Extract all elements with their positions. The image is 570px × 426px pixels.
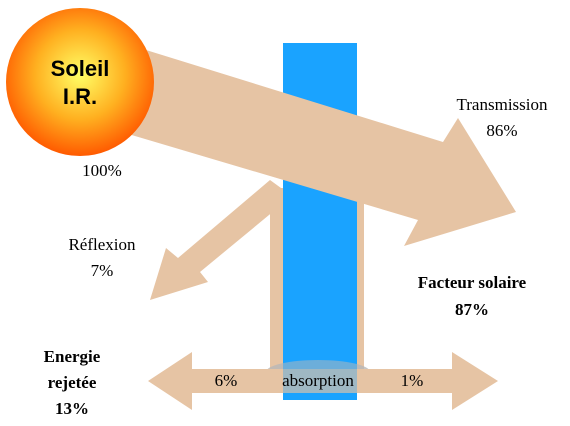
rejected-percent: 13% [55, 399, 89, 418]
rejected-label: rejetée [48, 373, 97, 392]
reflection-label: Réflexion [68, 235, 136, 254]
absorption-inside: 1% [401, 371, 424, 390]
page: Soleil I.R. 100% Transmission 86% Réflex… [0, 0, 570, 426]
sun-label: I.R. [63, 84, 97, 109]
solar-factor-label: Facteur solaire [418, 273, 527, 292]
sun [6, 8, 154, 156]
absorption-outside: 6% [215, 371, 238, 390]
transmission-percent: 86% [486, 121, 517, 140]
absorption-label: absorption [282, 371, 354, 390]
rejected-label: Energie [44, 347, 101, 366]
transmission-label: Transmission [456, 95, 548, 114]
sun-label: Soleil [51, 56, 110, 81]
sun-percent: 100% [82, 161, 122, 180]
reflection-percent: 7% [91, 261, 114, 280]
diagram: Soleil I.R. 100% Transmission 86% Réflex… [0, 0, 570, 426]
solar-factor-percent: 87% [455, 300, 489, 319]
